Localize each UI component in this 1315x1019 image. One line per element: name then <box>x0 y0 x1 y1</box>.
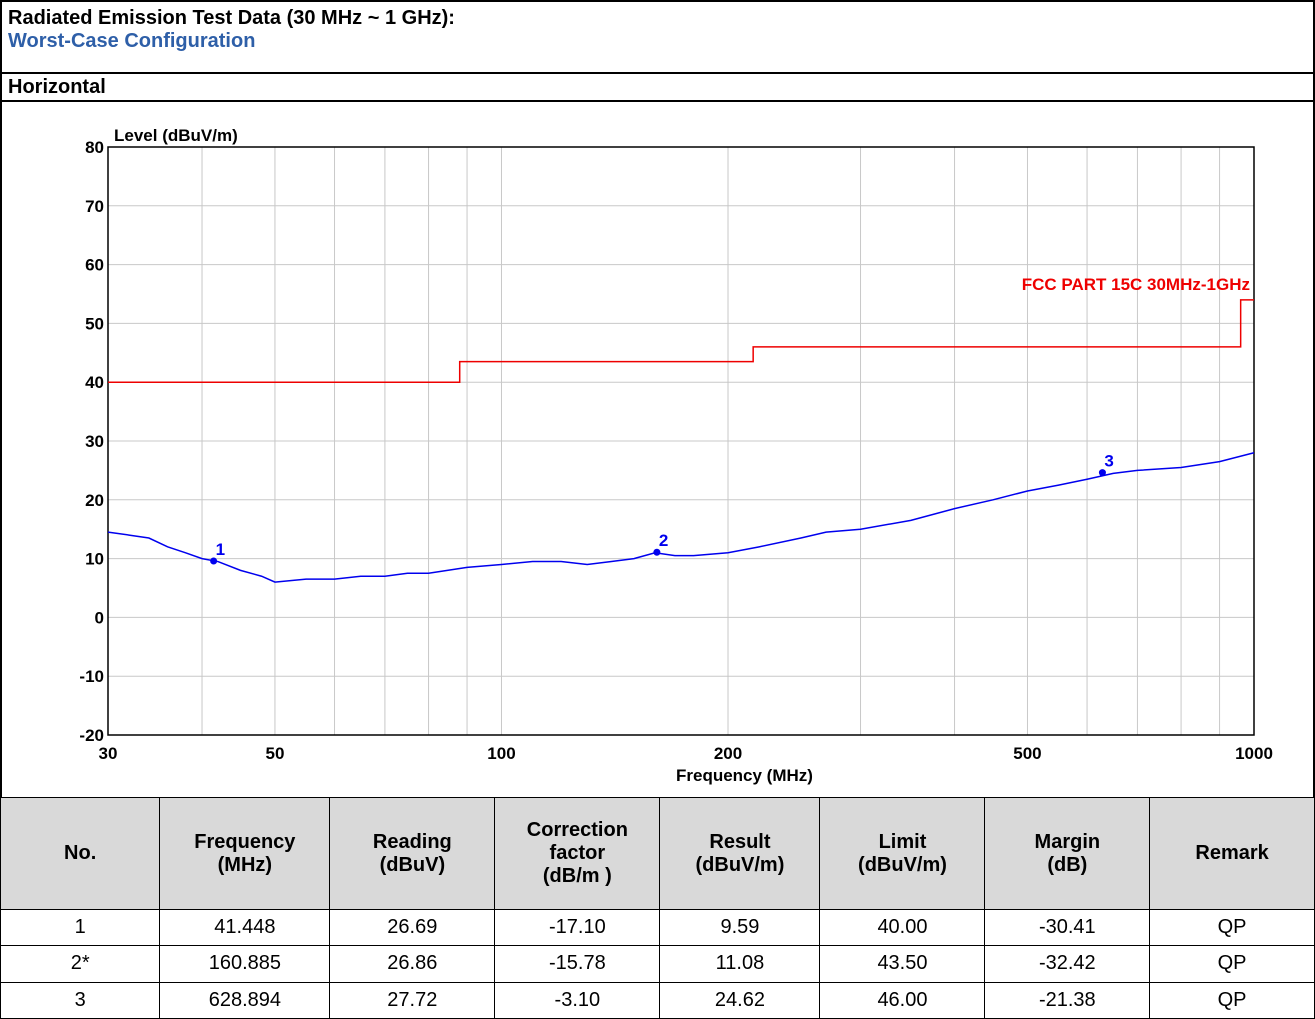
table-cell: 43.50 <box>819 945 986 983</box>
table-cell: 41.448 <box>159 908 331 947</box>
series-label: FCC PART 15C 30MHz-1GHz <box>1022 275 1250 294</box>
table-cell: 628.894 <box>159 981 331 1019</box>
column-header: Correction factor (dB/m ) <box>494 797 661 910</box>
y-tick-label: 60 <box>85 256 104 275</box>
column-header: Remark <box>1149 797 1315 910</box>
y-tick-label: 30 <box>85 432 104 451</box>
y-tick-label: 70 <box>85 197 104 216</box>
marker <box>1098 469 1106 477</box>
data-table: No. Frequency (MHz) Reading (dBuV) Correcti… <box>0 797 1315 1019</box>
y-tick-label: -20 <box>79 726 104 745</box>
table-cell: -15.78 <box>494 945 661 983</box>
plot-frame <box>107 146 1255 736</box>
marker <box>210 557 218 565</box>
series-line <box>108 299 1254 383</box>
column-header: Limit (dBuV/m) <box>819 797 986 910</box>
x-tick-label: 100 <box>487 744 515 763</box>
table-cell: -30.41 <box>984 908 1151 947</box>
y-tick-label: 40 <box>85 373 104 392</box>
x-tick-label: 30 <box>99 744 118 763</box>
column-header: No. <box>0 797 161 910</box>
table-cell: QP <box>1149 981 1315 1019</box>
y-axis-label: Level (dBuV/m) <box>114 126 238 145</box>
marker-label: 3 <box>1104 452 1113 471</box>
polarization: Horizontal <box>0 72 1315 102</box>
table-cell: 160.885 <box>159 945 331 983</box>
table-cell: -17.10 <box>494 908 661 947</box>
chart-box: -20 -10 0 10 20 30 40 50 60 70 80 30 50 100 200 500 1000… <box>0 100 1315 799</box>
y-tick-label: 50 <box>85 314 104 333</box>
table-row: 3 628.894 27.72 -3.10 24.62 46.00 -21.38 QP <box>0 981 1315 1019</box>
table-row: 1 41.448 26.69 -17.10 9.59 40.00 -30.41 QP <box>0 908 1315 947</box>
table-cell: 26.86 <box>329 945 496 983</box>
series-line <box>107 452 1255 583</box>
y-tick-label: -10 <box>79 667 104 686</box>
table-cell: 3 <box>0 981 161 1019</box>
subtitle: Worst-Case Configuration <box>8 30 256 52</box>
table-cell: 1 <box>0 908 161 947</box>
chart: -20 -10 0 10 20 30 40 50 60 70 80 30 50 100 200 500 1000… <box>79 126 1273 785</box>
table-cell: QP <box>1149 908 1315 947</box>
table-cell: -32.42 <box>984 945 1151 983</box>
marker <box>653 548 661 556</box>
column-header: Result (dBuV/m) <box>659 797 821 910</box>
y-tick-label: 10 <box>85 550 104 569</box>
table-cell: 27.72 <box>329 981 496 1019</box>
header-row: No. Frequency (MHz) Reading (dBuV) Correcti… <box>0 797 1315 910</box>
column-header: Margin (dB) <box>984 797 1151 910</box>
table-cell: 24.62 <box>659 981 821 1019</box>
x-tick-label: 50 <box>265 744 284 763</box>
table-row: 2* 160.885 26.86 -15.78 11.08 43.50 -32.42 QP <box>0 945 1315 983</box>
marker-label: 2 <box>659 531 668 550</box>
table-cell: 2* <box>0 945 161 983</box>
x-tick-label: 1000 <box>1235 744 1273 763</box>
table-cell: -3.10 <box>494 981 661 1019</box>
marker-label: 1 <box>216 540 225 559</box>
table-cell: QP <box>1149 945 1315 983</box>
table-cell: 9.59 <box>659 908 821 947</box>
title-box: Radiated Emission Test Data (30 MHz ~ 1 … <box>0 0 1315 74</box>
title: Radiated Emission Test Data (30 MHz ~ 1 … <box>8 7 455 29</box>
y-tick-label: 20 <box>85 491 104 510</box>
table-cell: 40.00 <box>819 908 986 947</box>
table-cell: 26.69 <box>329 908 496 947</box>
x-tick-label: 500 <box>1013 744 1041 763</box>
x-tick-label: 200 <box>714 744 742 763</box>
x-axis-label: Frequency (MHz) <box>676 766 813 785</box>
table-cell: 11.08 <box>659 945 821 983</box>
table-cell: 46.00 <box>819 981 986 1019</box>
column-header: Reading (dBuV) <box>329 797 496 910</box>
y-tick-label: 0 <box>95 608 104 627</box>
column-header: Frequency (MHz) <box>159 797 331 910</box>
table-cell: -21.38 <box>984 981 1151 1019</box>
y-tick-label: 80 <box>85 138 104 157</box>
